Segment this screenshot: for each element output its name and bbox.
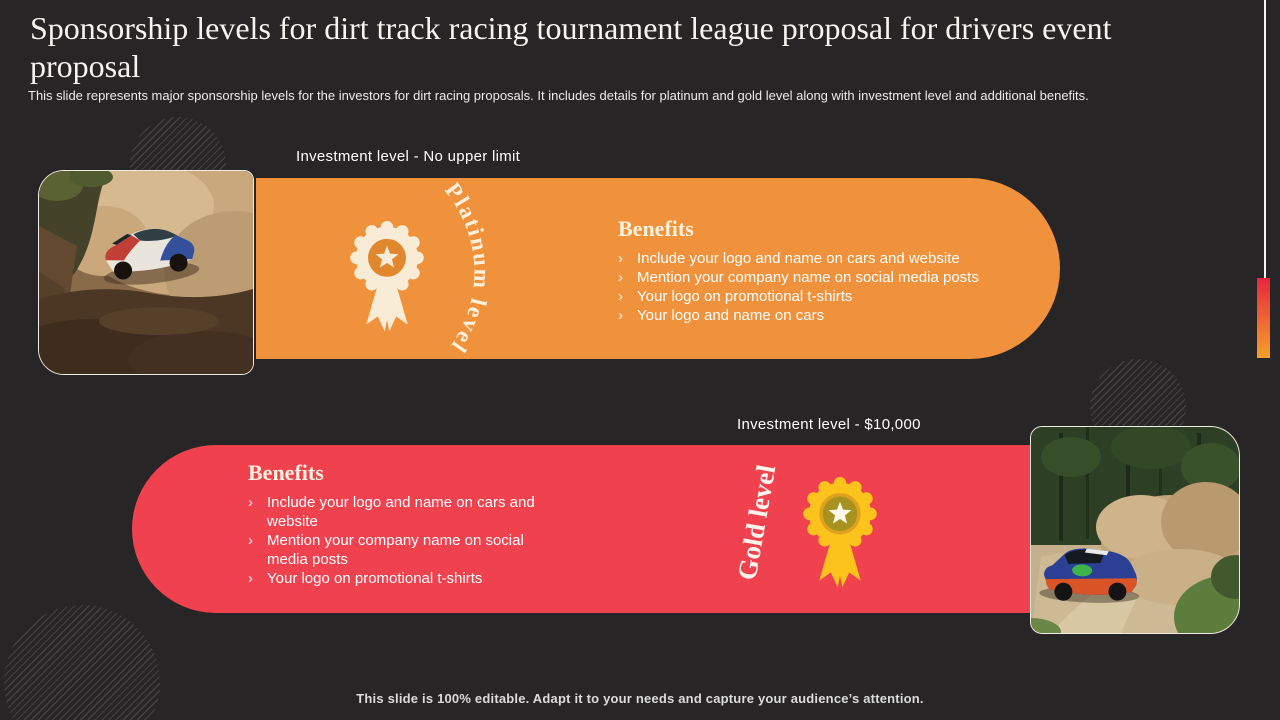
bullet-arrow-icon: › bbox=[248, 532, 253, 549]
bullet-arrow-icon: › bbox=[618, 307, 623, 324]
benefit-item: › Mention your company name on social me… bbox=[248, 531, 556, 569]
benefit-text: Mention your company name on social medi… bbox=[267, 532, 524, 568]
accent-gradient-bar bbox=[1257, 278, 1270, 358]
gold-banner bbox=[132, 445, 1030, 613]
svg-text:Platinum level: Platinum level bbox=[440, 182, 495, 358]
platinum-award-rosette-icon bbox=[350, 221, 424, 332]
benefit-text: Mention your company name on social medi… bbox=[637, 269, 979, 286]
gravel-rally-car-illustration bbox=[1031, 427, 1239, 633]
hatched-circle-decoration bbox=[4, 605, 160, 720]
benefit-text: Include your logo and name on cars and w… bbox=[267, 494, 535, 530]
gold-benefits: Benefits › Include your logo and name on… bbox=[248, 460, 556, 588]
benefit-item: › Your logo and name on cars bbox=[618, 306, 1058, 325]
gold-investment-label: Investment level - $10,000 bbox=[737, 416, 921, 433]
benefit-item: › Mention your company name on social me… bbox=[618, 268, 1058, 287]
benefit-item: › Include your logo and name on cars and… bbox=[248, 493, 556, 531]
page-title: Sponsorship levels for dirt track racing… bbox=[30, 10, 1112, 84]
dirt-rally-car-illustration bbox=[39, 171, 253, 374]
bullet-arrow-icon: › bbox=[248, 494, 253, 511]
benefit-item: › Your logo on promotional t-shirts bbox=[618, 287, 1058, 306]
benefit-item: › Your logo on promotional t-shirts bbox=[248, 569, 556, 588]
gold-award-rosette-icon bbox=[803, 477, 877, 588]
benefits-heading: Benefits bbox=[618, 216, 694, 241]
platinum-investment-label: Investment level - No upper limit bbox=[296, 148, 521, 165]
benefit-text: Your logo and name on cars bbox=[637, 307, 825, 324]
platinum-car-photo bbox=[38, 170, 254, 375]
benefit-text: Your logo on promotional t-shirts bbox=[267, 570, 483, 587]
bullet-arrow-icon: › bbox=[618, 288, 623, 305]
gold-car-photo bbox=[1030, 426, 1240, 634]
benefits-heading: Benefits bbox=[248, 460, 324, 485]
platinum-level-arc-label: Platinum level bbox=[440, 182, 495, 358]
bullet-arrow-icon: › bbox=[618, 250, 623, 267]
slide-subtitle: This slide represents major sponsorship … bbox=[28, 88, 1089, 103]
benefit-text: Your logo on promotional t-shirts bbox=[637, 288, 853, 305]
accent-vertical-line bbox=[1264, 0, 1266, 278]
benefit-text: Include your logo and name on cars and w… bbox=[637, 250, 960, 267]
bullet-arrow-icon: › bbox=[618, 269, 623, 286]
platinum-benefits: Benefits › Include your logo and name on… bbox=[618, 216, 1058, 325]
bullet-arrow-icon: › bbox=[248, 570, 253, 587]
footer-note: This slide is 100% editable. Adapt it to… bbox=[356, 691, 924, 706]
benefit-item: › Include your logo and name on cars and… bbox=[618, 249, 1058, 268]
